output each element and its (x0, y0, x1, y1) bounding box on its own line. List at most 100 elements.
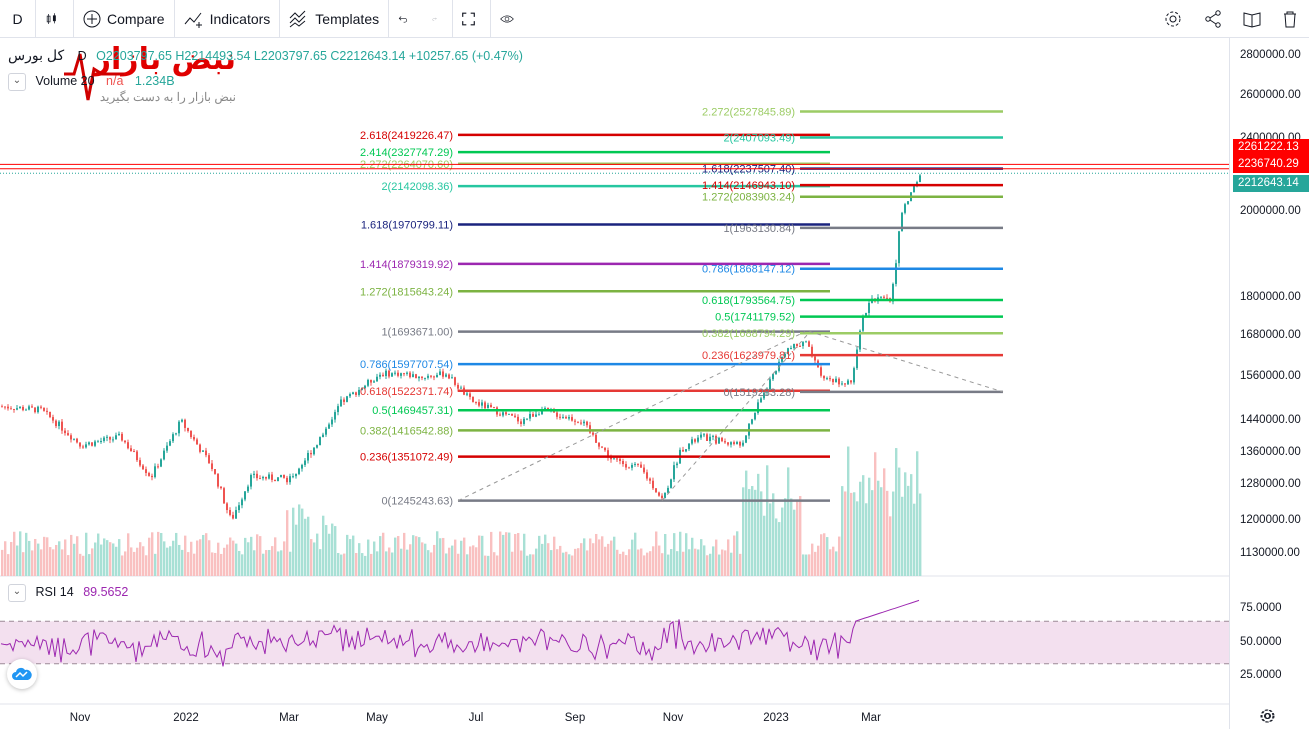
volume-bar (691, 537, 694, 576)
candle-body (592, 432, 594, 435)
candle-body (655, 488, 657, 493)
volume-bar (214, 552, 217, 576)
candle-body (790, 348, 792, 350)
share-icon (1205, 9, 1221, 28)
volume-bar (433, 544, 436, 576)
price-axis[interactable]: 2800000.00 2600000.00 2400000.00 2000000.00… (1229, 38, 1309, 729)
volume-bar (853, 492, 856, 576)
candle-body (37, 406, 39, 413)
volume-bar (319, 549, 322, 576)
volume-bar (367, 539, 370, 576)
volume-bar (829, 549, 832, 576)
candle-body (16, 408, 18, 410)
volume-bar (244, 537, 247, 576)
candle-body (637, 463, 639, 465)
volume-bar (448, 547, 451, 576)
chart-canvas[interactable]: 2.618(2419226.47) 2.414(2327747.29) 2.272(… (0, 38, 1229, 729)
volume-bar (238, 550, 241, 576)
fib-level-label: 1.272(2083903.24) (702, 192, 795, 204)
candle-body (304, 460, 306, 465)
rsi-collapse-button[interactable]: ⌄ (8, 584, 26, 602)
templates-button[interactable]: Templates (280, 0, 390, 37)
candle-body (82, 446, 84, 448)
candle-body (385, 370, 387, 377)
volume-bar (133, 551, 136, 576)
candle-body (481, 402, 483, 406)
candle-body (913, 186, 915, 193)
candle-body (493, 407, 495, 409)
fib-level-label: 2(2407093.49) (723, 132, 795, 144)
volume-collapse-button[interactable]: ⌄ (8, 73, 26, 91)
volume-bar (775, 518, 778, 576)
candle-body (277, 477, 279, 482)
candle-body (859, 330, 861, 350)
fullscreen-button[interactable] (453, 0, 492, 37)
volume-bar (25, 532, 28, 576)
volume-bar (400, 548, 403, 576)
volume-bar (202, 534, 205, 576)
candle-body (502, 412, 504, 416)
volume-bar (658, 545, 661, 576)
candle-body (529, 413, 531, 419)
volume-bar (310, 539, 313, 576)
candle-body (610, 457, 612, 460)
volume-bar (481, 535, 484, 576)
symbol-name[interactable]: کل بورس (8, 47, 65, 63)
price-axis-label: 1280000.00 (1240, 478, 1301, 490)
candle-body (628, 467, 630, 469)
volume-bar (97, 533, 100, 576)
volume-bar (163, 541, 166, 576)
time-axis-label: May (366, 712, 388, 724)
candle-body (583, 421, 585, 424)
candle-body (91, 442, 93, 446)
tradingview-logo[interactable] (7, 659, 37, 689)
volume-bar (907, 485, 910, 576)
volume-bar (529, 554, 532, 576)
candle-body (568, 417, 570, 419)
candle-body (544, 407, 546, 410)
volume-bar (16, 545, 19, 576)
candle-body (352, 392, 354, 395)
candle-body (601, 446, 603, 448)
candle-body (358, 389, 360, 395)
redo-button[interactable] (423, 0, 454, 37)
volume-bar (523, 533, 526, 576)
volume-bar (76, 536, 79, 576)
fib-level-label: 1.618(2237507.40) (702, 164, 795, 176)
time-axis-label: 2022 (173, 712, 199, 724)
candle-body (313, 447, 315, 455)
volume-bar (667, 554, 670, 576)
volume-bar (706, 555, 709, 576)
candle-body (490, 404, 492, 408)
volume-bar (769, 503, 772, 576)
volume-bar (628, 549, 631, 576)
indicators-button[interactable]: Indicators (175, 0, 281, 37)
preview-button[interactable] (491, 0, 529, 37)
volume-bar (247, 542, 250, 576)
volume-bar (22, 552, 25, 576)
volume-bar (394, 537, 397, 576)
volume-bar (13, 531, 16, 576)
compare-button[interactable]: Compare (74, 0, 175, 37)
volume-bar (265, 550, 268, 576)
delete-button[interactable] (1270, 0, 1309, 37)
interval-button[interactable]: D (0, 0, 36, 37)
volume-bar (52, 549, 55, 576)
volume-bar (190, 541, 193, 576)
volume-bar (121, 555, 124, 576)
chart-type-button[interactable] (36, 0, 74, 37)
candle-body (391, 373, 393, 377)
bottom-axis-settings[interactable] (1259, 708, 1279, 726)
chart-area[interactable]: 2.618(2419226.47) 2.414(2327747.29) 2.272(… (0, 38, 1275, 729)
candle-body (223, 488, 225, 504)
share-button[interactable] (1193, 0, 1233, 37)
settings-button[interactable] (1153, 0, 1193, 37)
volume-bar (49, 547, 52, 576)
volume-bar (142, 546, 145, 576)
volume-bar (1, 549, 4, 576)
volume-bar (646, 552, 649, 576)
price-tag: 2236740.29 (1233, 156, 1309, 173)
volume-bar (364, 555, 367, 576)
undo-button[interactable] (389, 0, 423, 37)
open-in-tradingview-button[interactable] (1232, 0, 1272, 37)
